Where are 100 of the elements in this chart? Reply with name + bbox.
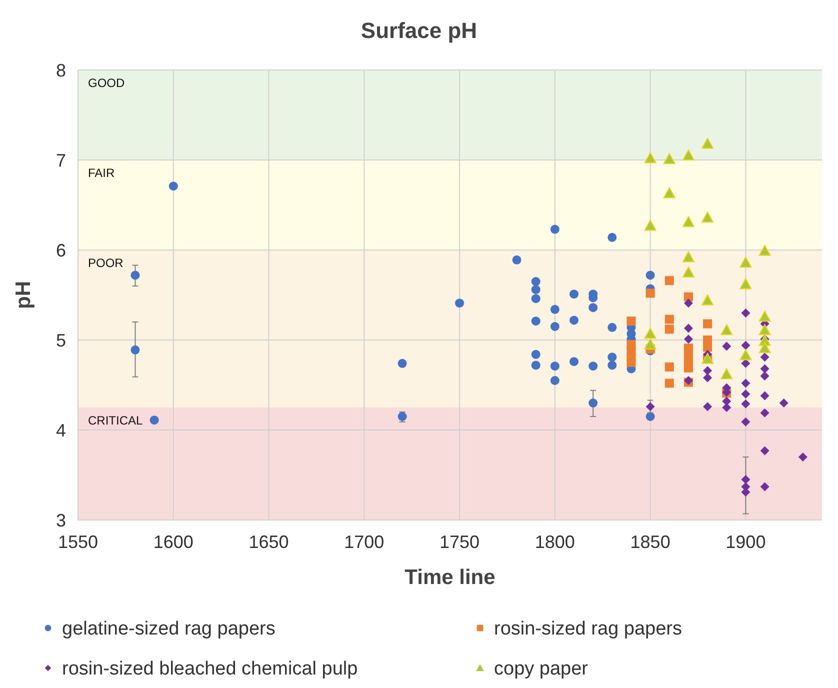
point [455,298,464,308]
point [663,153,676,164]
point [531,294,540,304]
point [741,378,750,388]
band-label: FAIR [88,166,116,180]
point [588,362,598,371]
band-label: GOOD [88,76,125,90]
x-tick-label: 1800 [534,532,575,552]
point [570,290,578,299]
point [550,362,560,371]
point [740,256,752,268]
point [130,270,140,280]
band-label: CRITICAL [88,414,143,428]
point [682,216,694,228]
point [664,362,674,372]
point [702,212,714,223]
point [758,342,771,354]
point [646,402,655,412]
point [531,350,540,359]
point [512,255,522,264]
point [703,402,712,412]
point [130,345,140,354]
point [760,408,770,418]
point [720,324,733,336]
point [570,357,578,366]
point [682,266,694,278]
point [741,399,750,408]
y-tick-label: 6 [56,240,66,260]
point [168,182,178,191]
point [644,152,656,164]
point [703,373,712,382]
point [702,294,714,306]
point [741,308,750,318]
chart-title: Surface pH [360,18,478,43]
point [703,319,712,328]
point [722,342,732,351]
x-tick-label: 1600 [153,532,194,552]
y-axis-title: pH [12,281,35,309]
point [684,298,693,308]
x-tick-label: 1700 [344,532,384,552]
point [798,452,808,462]
point [684,292,693,302]
point [531,316,540,326]
point [646,270,655,280]
point [740,278,752,290]
point [702,138,714,149]
point [760,372,770,380]
point [550,376,560,385]
point [703,342,712,352]
point [684,334,693,344]
point [760,364,770,374]
point [588,398,598,408]
legend-label: rosin-sized bleached chemical pulp [62,658,358,680]
x-tick-label: 1900 [726,532,766,552]
point [664,276,674,286]
point [531,285,540,294]
point [588,303,598,312]
point [644,328,656,339]
point [779,398,788,408]
x-tick-label: 1550 [58,532,98,552]
point [150,416,159,425]
point [644,220,656,231]
point [760,446,770,456]
point [760,482,770,492]
point [703,366,712,376]
x-axis-title: Time line [404,566,496,589]
legend-label: gelatine-sized rag papers [62,618,276,640]
point [664,324,674,334]
point [608,352,617,362]
point [760,391,770,400]
legend-label: rosin-sized rag papers [494,618,682,640]
point [663,187,676,198]
point [741,475,750,484]
point [760,352,770,362]
point [626,358,636,367]
x-tick-label: 1850 [630,532,670,552]
point [682,150,694,160]
point [722,403,732,412]
y-tick-label: 3 [56,510,66,530]
point [626,316,636,326]
point [684,324,693,333]
point [720,368,733,380]
y-tick-label: 8 [56,60,66,80]
point [741,340,750,350]
point [608,322,617,332]
band-label: POOR [88,256,124,270]
point [550,224,560,234]
point [398,358,407,368]
legend-label: copy paper [494,658,589,680]
point [646,288,655,298]
point [758,324,771,336]
point [740,349,752,360]
x-tick-label: 1650 [248,532,289,552]
y-tick-label: 7 [56,150,66,170]
point [550,322,560,331]
point [608,360,617,370]
point [608,232,617,242]
y-tick-label: 5 [56,330,66,350]
point [644,338,656,350]
point [550,304,560,314]
